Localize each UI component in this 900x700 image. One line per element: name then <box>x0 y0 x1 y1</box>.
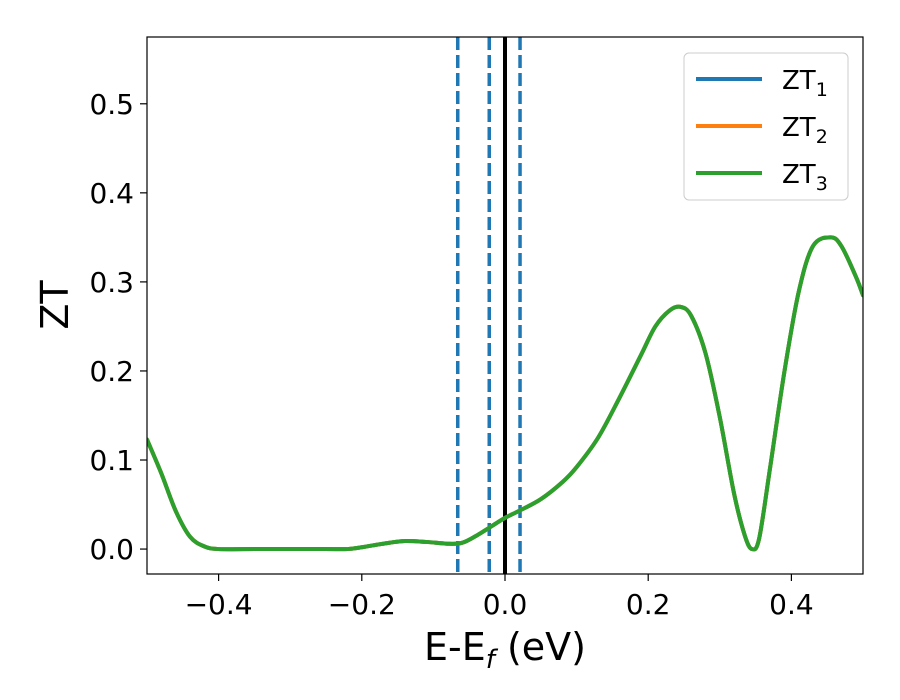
legend-label: ZT1 <box>782 66 828 101</box>
x-tick-label: 0.4 <box>769 588 814 621</box>
legend-frame <box>683 52 849 201</box>
y-tick-label: 0.0 <box>89 533 134 566</box>
x-axis-ticks: −0.4 −0.2 0.0 0.2 0.4 <box>185 574 814 621</box>
legend-label: ZT3 <box>782 160 828 195</box>
x-tick-label: −0.2 <box>328 588 396 621</box>
y-tick-label: 0.4 <box>89 177 134 210</box>
x-tick-label: 0.2 <box>626 588 671 621</box>
y-axis-ticks: 0.0 0.1 0.2 0.3 0.4 0.5 <box>89 88 147 566</box>
y-tick-label: 0.2 <box>89 355 134 388</box>
y-axis-label: ZT <box>33 280 77 330</box>
plot-area <box>147 37 863 574</box>
x-tick-label: −0.4 <box>185 588 253 621</box>
series-line-zt3 <box>147 235 863 552</box>
x-tick-label: 0.0 <box>483 588 528 621</box>
legend: ZT1 ZT2 ZT3 <box>683 52 849 201</box>
legend-label: ZT2 <box>782 113 828 148</box>
y-tick-label: 0.5 <box>89 88 134 121</box>
series-curves <box>147 235 863 552</box>
vertical-lines <box>455 37 522 574</box>
y-tick-label: 0.1 <box>89 444 134 477</box>
y-tick-label: 0.3 <box>89 266 134 299</box>
x-axis-label: E-Ef (eV) <box>424 625 586 675</box>
